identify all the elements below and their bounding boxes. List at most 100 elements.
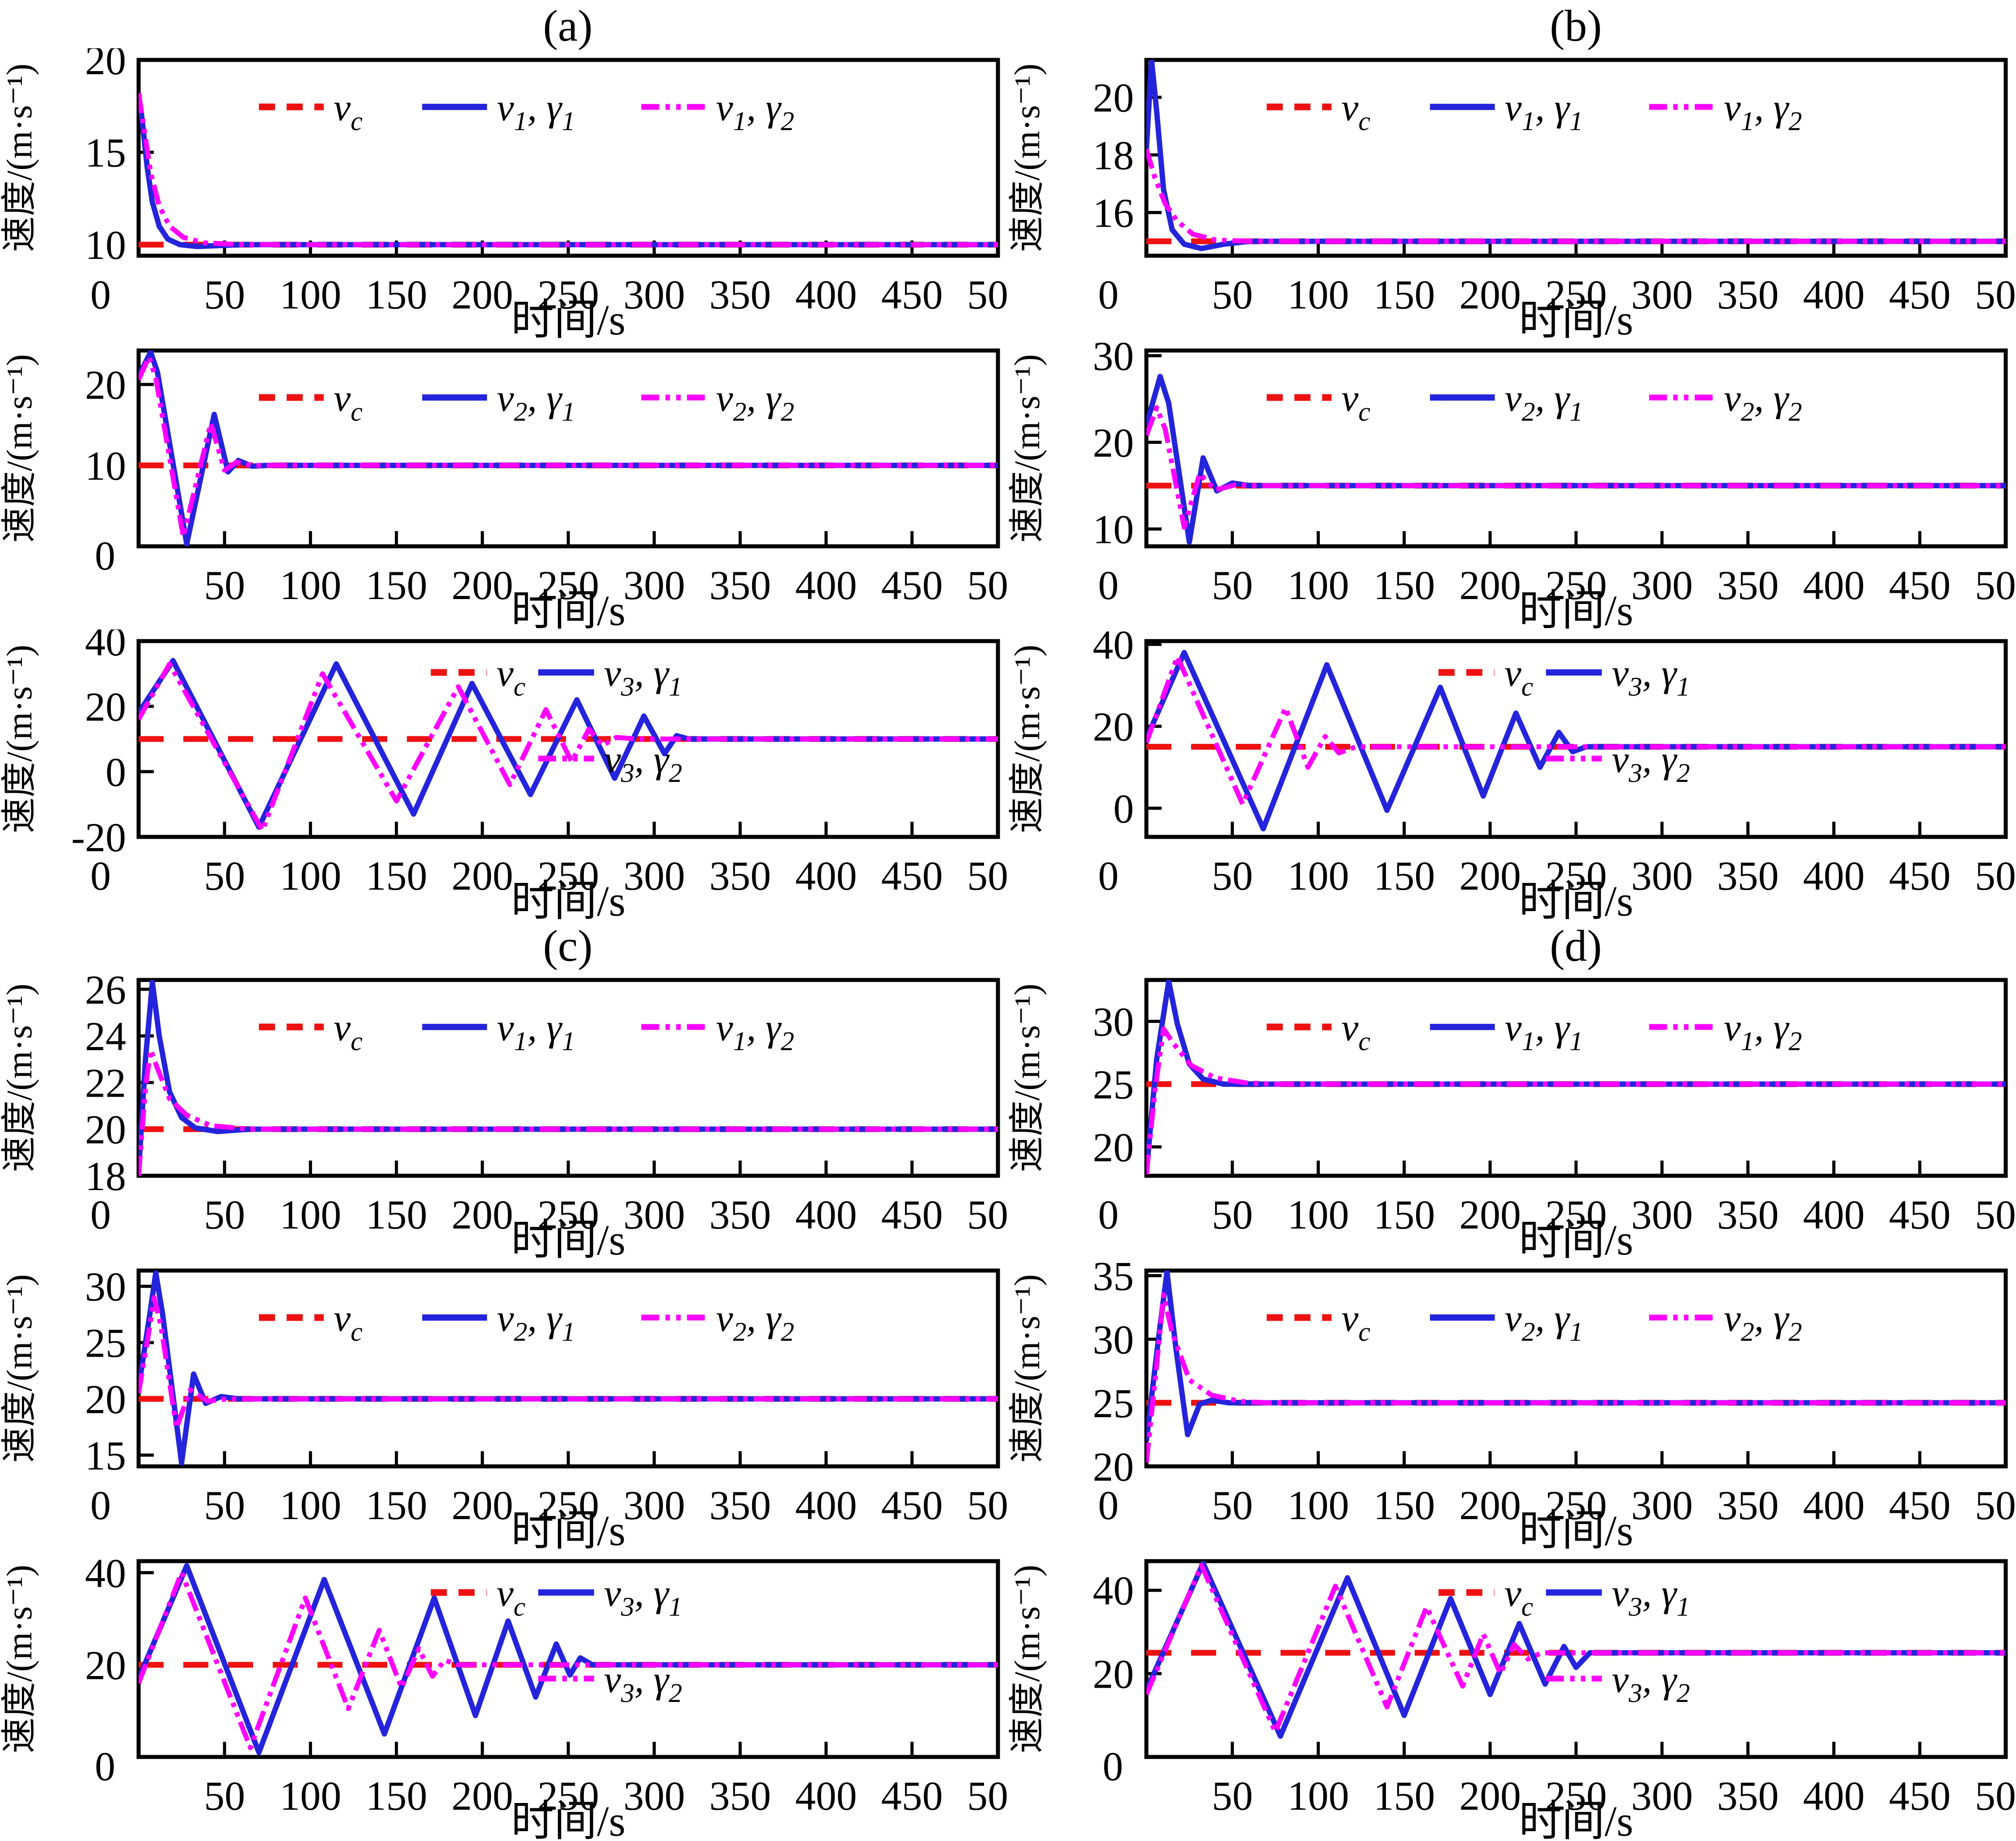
y-axis-label: 速度/(m·s⁻¹) — [0, 63, 39, 252]
svg-text:0: 0 — [90, 1192, 111, 1237]
x-axis-label: 时间/s — [1519, 877, 1633, 920]
y-axis-label: 速度/(m·s⁻¹) — [1008, 63, 1047, 252]
plot-frame — [1144, 348, 2008, 549]
legend-label-g2: v3, γ2 — [604, 1658, 682, 1708]
svg-text:300: 300 — [623, 1192, 685, 1237]
y-tick-labels: 0 20 40 — [1093, 629, 1134, 832]
svg-text:150: 150 — [366, 853, 427, 899]
svg-text:150: 150 — [1374, 853, 1435, 899]
svg-text:100: 100 — [279, 562, 341, 608]
svg-text:300: 300 — [1631, 562, 1693, 608]
svg-text:30: 30 — [1093, 1317, 1134, 1363]
y-axis-label: 速度/(m·s⁻¹) — [0, 1274, 39, 1463]
legend-label-g1: v1, γ1 — [497, 1006, 575, 1056]
chart-svg-b-v2: 0 50 100 150 200 250 300 350 400 450 500 10 20 30 速度/(… — [1008, 339, 2016, 629]
svg-text:400: 400 — [795, 853, 857, 899]
series-g1-line — [139, 1271, 998, 1466]
plot-frame — [1144, 1268, 2008, 1469]
y-tick-labels: 15 20 25 30 — [85, 1264, 126, 1478]
svg-text:400: 400 — [1803, 1192, 1865, 1237]
svg-text:50: 50 — [204, 1482, 245, 1528]
y-tick-labels: 10 15 20 — [85, 48, 126, 268]
corner-zero-label: 0 — [95, 1744, 115, 1789]
legend-label-vc: vc — [1504, 1571, 1533, 1621]
y-axis-label: 速度/(m·s⁻¹) — [0, 645, 39, 833]
series-lines — [139, 980, 998, 1176]
svg-text:30: 30 — [1093, 999, 1134, 1045]
svg-text:400: 400 — [795, 1482, 857, 1528]
svg-text:500: 500 — [967, 562, 1008, 608]
legend-label-vc: vc — [1341, 376, 1370, 426]
svg-text:20: 20 — [1093, 1444, 1134, 1490]
chart-d-v2: 0 50 100 150 200 250 300 350 400 450 500 20 25 30 35 速度… — [1008, 1259, 2016, 1550]
svg-text:100: 100 — [279, 1192, 341, 1237]
svg-text:10: 10 — [85, 443, 126, 489]
svg-text:350: 350 — [1717, 562, 1779, 608]
svg-text:150: 150 — [1374, 1773, 1435, 1819]
x-axis-label: 时间/s — [1519, 1216, 1633, 1259]
svg-text:26: 26 — [85, 968, 126, 1013]
legend-label-g1: v3, γ1 — [604, 651, 682, 701]
svg-text:20: 20 — [85, 1643, 126, 1688]
svg-text:0: 0 — [1098, 272, 1119, 317]
svg-text:450: 450 — [1889, 1773, 1951, 1819]
series-g2-line — [139, 1047, 998, 1176]
y-axis-label: 速度/(m·s⁻¹) — [1008, 984, 1047, 1172]
svg-text:100: 100 — [1287, 1482, 1349, 1528]
corner-zero-label: 0 — [1103, 1744, 1123, 1789]
x-axis-label: 时间/s — [511, 587, 626, 629]
corner-zero-label: 0 — [95, 533, 115, 578]
chart-d-v3: 5010015020025030035040045050020400速度/(m·… — [1008, 1550, 2016, 1840]
legend: vc v2, γ1 v2, γ2 — [259, 1296, 794, 1347]
chart-svg-d-v2: 0 50 100 150 200 250 300 350 400 450 500 20 25 30 35 速度… — [1008, 1259, 2016, 1550]
x-tick-labels: 0 50 100 150 200 250 300 350 400 450 500 — [1098, 1192, 2016, 1237]
legend-label-vc: vc — [334, 1006, 363, 1056]
svg-text:300: 300 — [623, 853, 685, 899]
legend-label-vc: vc — [334, 1296, 363, 1347]
svg-text:250: 250 — [537, 562, 599, 608]
series-lines — [1146, 1271, 2006, 1463]
plot-frame — [1144, 978, 2008, 1178]
legend-label-g2: v2, γ2 — [716, 376, 794, 426]
legend-label-g2: v2, γ2 — [1724, 1296, 1802, 1347]
legend-label-g1: v2, γ1 — [1505, 1296, 1583, 1347]
legend-label-vc: vc — [1504, 651, 1533, 701]
svg-text:200: 200 — [1459, 1192, 1521, 1237]
y-tick-labels: 20 25 30 35 — [1093, 1259, 1134, 1490]
svg-text:10: 10 — [85, 222, 126, 268]
chart-b-v1: 0 50 100 150 200 250 300 350 400 450 500 16 18 20 速度/(… — [1008, 48, 2016, 339]
svg-text:100: 100 — [1287, 562, 1349, 608]
svg-text:25: 25 — [1093, 1381, 1134, 1426]
axis-ticks — [140, 1284, 1000, 1465]
svg-text:18: 18 — [85, 1153, 126, 1199]
svg-text:18: 18 — [1093, 133, 1134, 178]
svg-text:0: 0 — [1098, 1192, 1119, 1237]
legend: vc v1, γ1 v1, γ2 — [1267, 86, 1802, 136]
svg-text:300: 300 — [623, 1773, 685, 1819]
chart-svg-d-v1: 0 50 100 150 200 250 300 350 400 450 500 20 25 30 速度/(… — [1008, 978, 2016, 1259]
legend: vc v3, γ1 v3, γ2 — [1438, 651, 1690, 788]
svg-text:250: 250 — [537, 1192, 599, 1237]
svg-text:500: 500 — [967, 272, 1008, 317]
chart-svg-c-v2: 0 50 100 150 200 250 300 350 400 450 500 15 20 25 30 速度… — [0, 1264, 1008, 1550]
chart-b-v2: 0 50 100 150 200 250 300 350 400 450 500 10 20 30 速度/(… — [1008, 339, 2016, 629]
series-g1-line — [139, 1563, 998, 1755]
svg-text:16: 16 — [1093, 190, 1134, 236]
svg-text:300: 300 — [1631, 853, 1693, 899]
plot-frame — [1144, 1559, 2008, 1759]
svg-text:200: 200 — [452, 1773, 513, 1819]
svg-text:350: 350 — [1717, 1192, 1779, 1237]
svg-text:450: 450 — [881, 272, 943, 317]
svg-text:100: 100 — [1287, 1773, 1349, 1819]
svg-text:0: 0 — [1098, 562, 1119, 608]
svg-text:350: 350 — [709, 562, 771, 608]
svg-text:50: 50 — [204, 853, 245, 899]
svg-text:20: 20 — [85, 362, 126, 408]
svg-text:20: 20 — [1093, 75, 1134, 121]
y-axis-label: 速度/(m·s⁻¹) — [0, 1565, 39, 1753]
series-lines — [139, 658, 998, 833]
svg-text:0: 0 — [90, 1482, 111, 1528]
svg-text:20: 20 — [85, 1107, 126, 1153]
series-lines — [1146, 60, 2006, 251]
